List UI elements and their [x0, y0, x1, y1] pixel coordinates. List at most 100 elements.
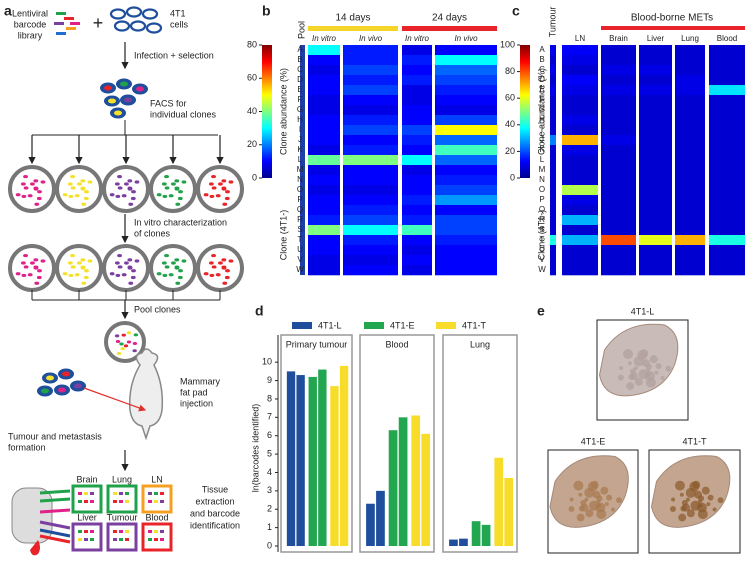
heatmap-cell	[675, 195, 705, 206]
panel-label: e	[537, 303, 545, 319]
heatmap-cell	[709, 65, 745, 76]
diagram-text: 4T1	[170, 8, 186, 18]
header-bar	[601, 26, 745, 30]
colony	[62, 193, 68, 197]
diagram-text: Infection + selection	[134, 50, 214, 60]
stain-spot	[585, 509, 594, 518]
heatmap-cell	[308, 95, 340, 106]
heatmap-cell	[402, 205, 432, 216]
heatmap-cell	[343, 265, 398, 276]
y-axis-label: Clone (4T1-)	[536, 210, 546, 261]
barcode	[160, 500, 164, 503]
y-tick-label: 5	[267, 448, 272, 458]
heatmap-cell	[308, 105, 340, 116]
cell-nucleus	[108, 98, 116, 104]
colony	[33, 186, 39, 190]
y-tick-label: 3	[267, 485, 272, 495]
heatmap-cell	[550, 235, 556, 246]
barcode	[160, 492, 164, 495]
colony	[221, 186, 227, 190]
colony	[128, 202, 134, 206]
colony	[178, 190, 183, 194]
heatmap-cell	[343, 215, 398, 226]
legend-label: 4T1-E	[390, 320, 415, 330]
diagram-text: barcode	[14, 19, 47, 29]
colorbar	[262, 45, 272, 178]
tissue-box	[71, 522, 103, 552]
heatmap-cell	[402, 135, 432, 146]
clone-label: Q	[297, 205, 303, 214]
colony	[109, 272, 115, 276]
y-axis-label: ln(barcodes identified)	[250, 404, 260, 493]
heatmap-cell	[562, 95, 598, 106]
colony	[62, 272, 68, 276]
heatmap-cell	[675, 75, 705, 86]
time-group-bar	[308, 26, 398, 31]
heatmap-cell	[550, 145, 556, 156]
arrow	[39, 489, 71, 495]
colony	[132, 341, 138, 345]
colony	[126, 340, 132, 344]
colony	[30, 261, 35, 265]
stain-spot	[617, 374, 624, 381]
stain-spot	[642, 359, 651, 368]
heatmap-cell	[675, 245, 705, 256]
heatmap-cell	[550, 105, 556, 116]
tissue-label: Liver	[77, 512, 97, 522]
colony	[124, 261, 129, 265]
barcode	[78, 492, 82, 495]
heatmap-cell	[435, 105, 497, 116]
heatmap-cell	[562, 215, 598, 226]
barcode	[56, 32, 66, 35]
heatmap-cell	[550, 135, 556, 146]
heatmap-cell	[402, 75, 432, 86]
stain-spot	[592, 490, 601, 499]
heatmap-cell	[435, 195, 497, 206]
bar	[494, 457, 504, 546]
heatmap-cell	[308, 235, 340, 246]
heatmap-cell	[402, 155, 432, 166]
cell-nucleus	[58, 387, 66, 393]
heatmap-cell	[343, 85, 398, 96]
heatmap-cell	[601, 175, 636, 186]
colony	[27, 194, 33, 198]
colorbar-tick-label: 20	[247, 139, 257, 149]
y-tick-label: 6	[267, 430, 272, 440]
colony	[27, 273, 33, 277]
cell	[113, 20, 131, 32]
arrow	[39, 528, 71, 538]
heatmap-cell	[343, 125, 398, 136]
heatmap-cell	[402, 165, 432, 176]
colony	[132, 349, 137, 353]
stain-spot	[580, 503, 589, 512]
colony	[211, 253, 216, 258]
heatmap-cell	[435, 115, 497, 126]
time-group-bar	[402, 26, 497, 31]
barcode	[113, 530, 117, 533]
colony	[80, 258, 86, 262]
heatmap-cell	[435, 175, 497, 186]
heatmap-cell	[343, 175, 398, 186]
colony	[115, 339, 121, 343]
heatmap-cell	[639, 65, 672, 76]
diagram-text: and barcode	[190, 508, 240, 518]
stain-spot	[619, 366, 624, 371]
heatmap-cell	[343, 135, 398, 146]
colony	[67, 182, 73, 186]
diagram-text: identification	[190, 520, 240, 530]
image-label: 4T1-T	[682, 436, 707, 446]
clone-label: M	[539, 165, 546, 174]
heatmap-cell	[435, 85, 497, 96]
colony	[80, 179, 86, 183]
heatmap-cell	[709, 195, 745, 206]
heatmap-cell	[402, 125, 432, 136]
colony	[67, 261, 73, 265]
heatmap-cell	[435, 95, 497, 106]
heatmap-cell	[402, 95, 432, 106]
stain-spot	[568, 505, 575, 512]
clone-label: I	[541, 125, 543, 134]
diagram-text: Pool clones	[134, 304, 181, 314]
heatmap-cell	[308, 55, 340, 66]
colorbar-tick-label: 80	[505, 66, 515, 76]
